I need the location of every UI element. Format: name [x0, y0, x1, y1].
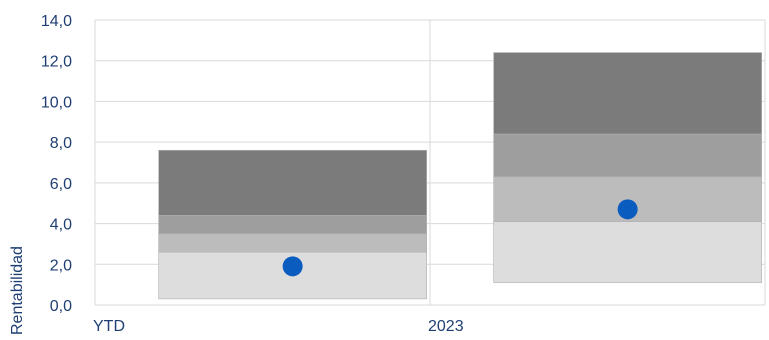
y-tick-label: 2,0: [50, 257, 72, 274]
y-tick-label: 12,0: [41, 54, 72, 71]
range-band-segment: [158, 215, 427, 235]
range-band-segment: [493, 221, 762, 283]
y-tick-label: 4,0: [50, 217, 72, 234]
y-tick-label: 0,0: [50, 298, 72, 315]
x-category-label: 2023: [428, 318, 464, 335]
x-category-label: YTD: [93, 318, 125, 335]
y-axis-title: Rentabilidad: [9, 246, 26, 335]
x-category-labels: YTD 2023: [93, 318, 464, 335]
range-bands: [158, 52, 762, 300]
data-markers: [282, 199, 638, 277]
y-tick-label: 14,0: [41, 13, 72, 30]
range-band-segment: [158, 233, 427, 253]
y-tick-label: 6,0: [50, 176, 72, 193]
y-tick-label: 10,0: [41, 94, 72, 111]
y-tick-label: 8,0: [50, 135, 72, 152]
value-marker-point: [617, 199, 638, 220]
y-tick-labels: 0,0 2,0 4,0 6,0 8,0 10,0 12,0 14,0: [41, 13, 72, 315]
value-marker-point: [282, 256, 303, 277]
range-band-segment: [493, 133, 762, 178]
range-band-segment: [158, 149, 427, 216]
range-band-segment: [493, 52, 762, 135]
